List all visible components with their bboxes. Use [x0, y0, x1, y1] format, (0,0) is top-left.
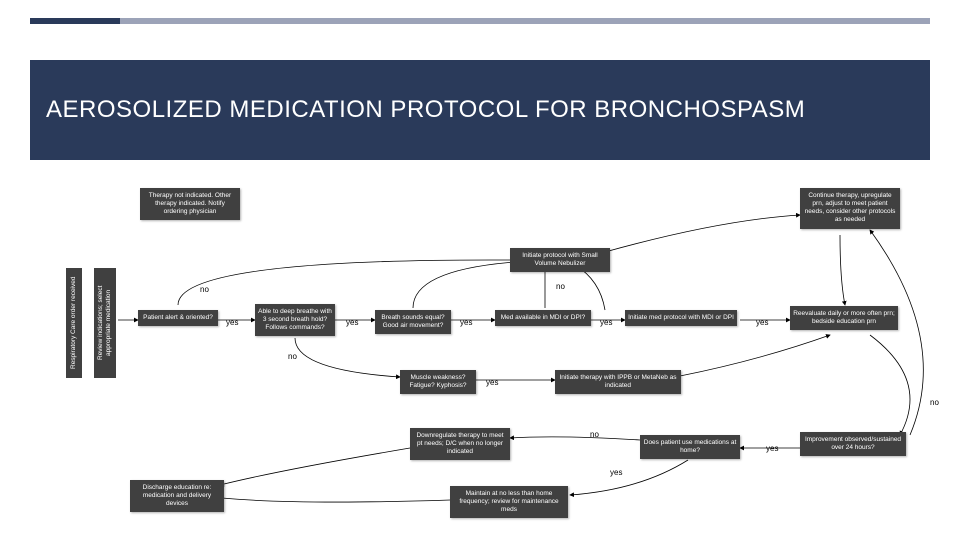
node-downregulate: Downregulate therapy to meet pt needs; D… [410, 428, 510, 460]
label-yes: yes [600, 318, 612, 327]
node-muscle-weakness: Muscle weakness? Fatigue? Kyphosis? [400, 370, 476, 394]
node-resp-care-order: Respiratory Care order received [66, 268, 82, 378]
node-therapy-not-indicated: Therapy not indicated. Other therapy ind… [140, 188, 240, 220]
node-maintain: Maintain at no less than home frequency;… [450, 486, 568, 518]
label-yes: yes [766, 444, 778, 453]
node-med-mdi: Med available in MDI or DPI? [495, 310, 591, 326]
node-deep-breathe: Able to deep breathe with 3 second breat… [255, 304, 335, 336]
node-initiate-svn: Initiate protocol with Small Volume Nebu… [510, 248, 610, 272]
node-improvement: Improvement observed/sustained over 24 h… [800, 432, 906, 456]
label-no: no [288, 352, 297, 361]
label-yes: yes [756, 318, 768, 327]
node-discharge: Discharge education re: medication and d… [130, 480, 224, 512]
node-reevaluate: Reevaluate daily or more often prn; beds… [790, 306, 898, 330]
title-banner: AEROSOLIZED MEDICATION PROTOCOL FOR BRON… [30, 60, 930, 160]
node-home-meds: Does patient use medications at home? [640, 435, 740, 459]
flowchart: Therapy not indicated. Other therapy ind… [0, 160, 960, 540]
label-no: no [930, 398, 939, 407]
node-ippb: Initiate therapy with IPPB or MetaNeb as… [555, 370, 681, 394]
label-yes: yes [610, 468, 622, 477]
label-no: no [200, 285, 209, 294]
label-no: no [556, 282, 565, 291]
node-continue-therapy: Continue therapy, upregulate prn, adjust… [800, 188, 900, 229]
label-yes: yes [346, 318, 358, 327]
label-no: no [590, 430, 599, 439]
header-rule [30, 18, 930, 24]
label-yes: yes [486, 378, 498, 387]
node-alert-oriented: Patient alert & oriented? [138, 310, 218, 326]
page-title: AEROSOLIZED MEDICATION PROTOCOL FOR BRON… [46, 95, 805, 125]
label-yes: yes [226, 318, 238, 327]
node-review-indications: Review indications; select appropriate m… [94, 268, 116, 378]
node-initiate-mdi: Initiate med protocol with MDI or DPI [625, 310, 737, 326]
label-yes: yes [460, 318, 472, 327]
node-breath-sounds: Breath sounds equal? Good air movement? [375, 310, 451, 334]
